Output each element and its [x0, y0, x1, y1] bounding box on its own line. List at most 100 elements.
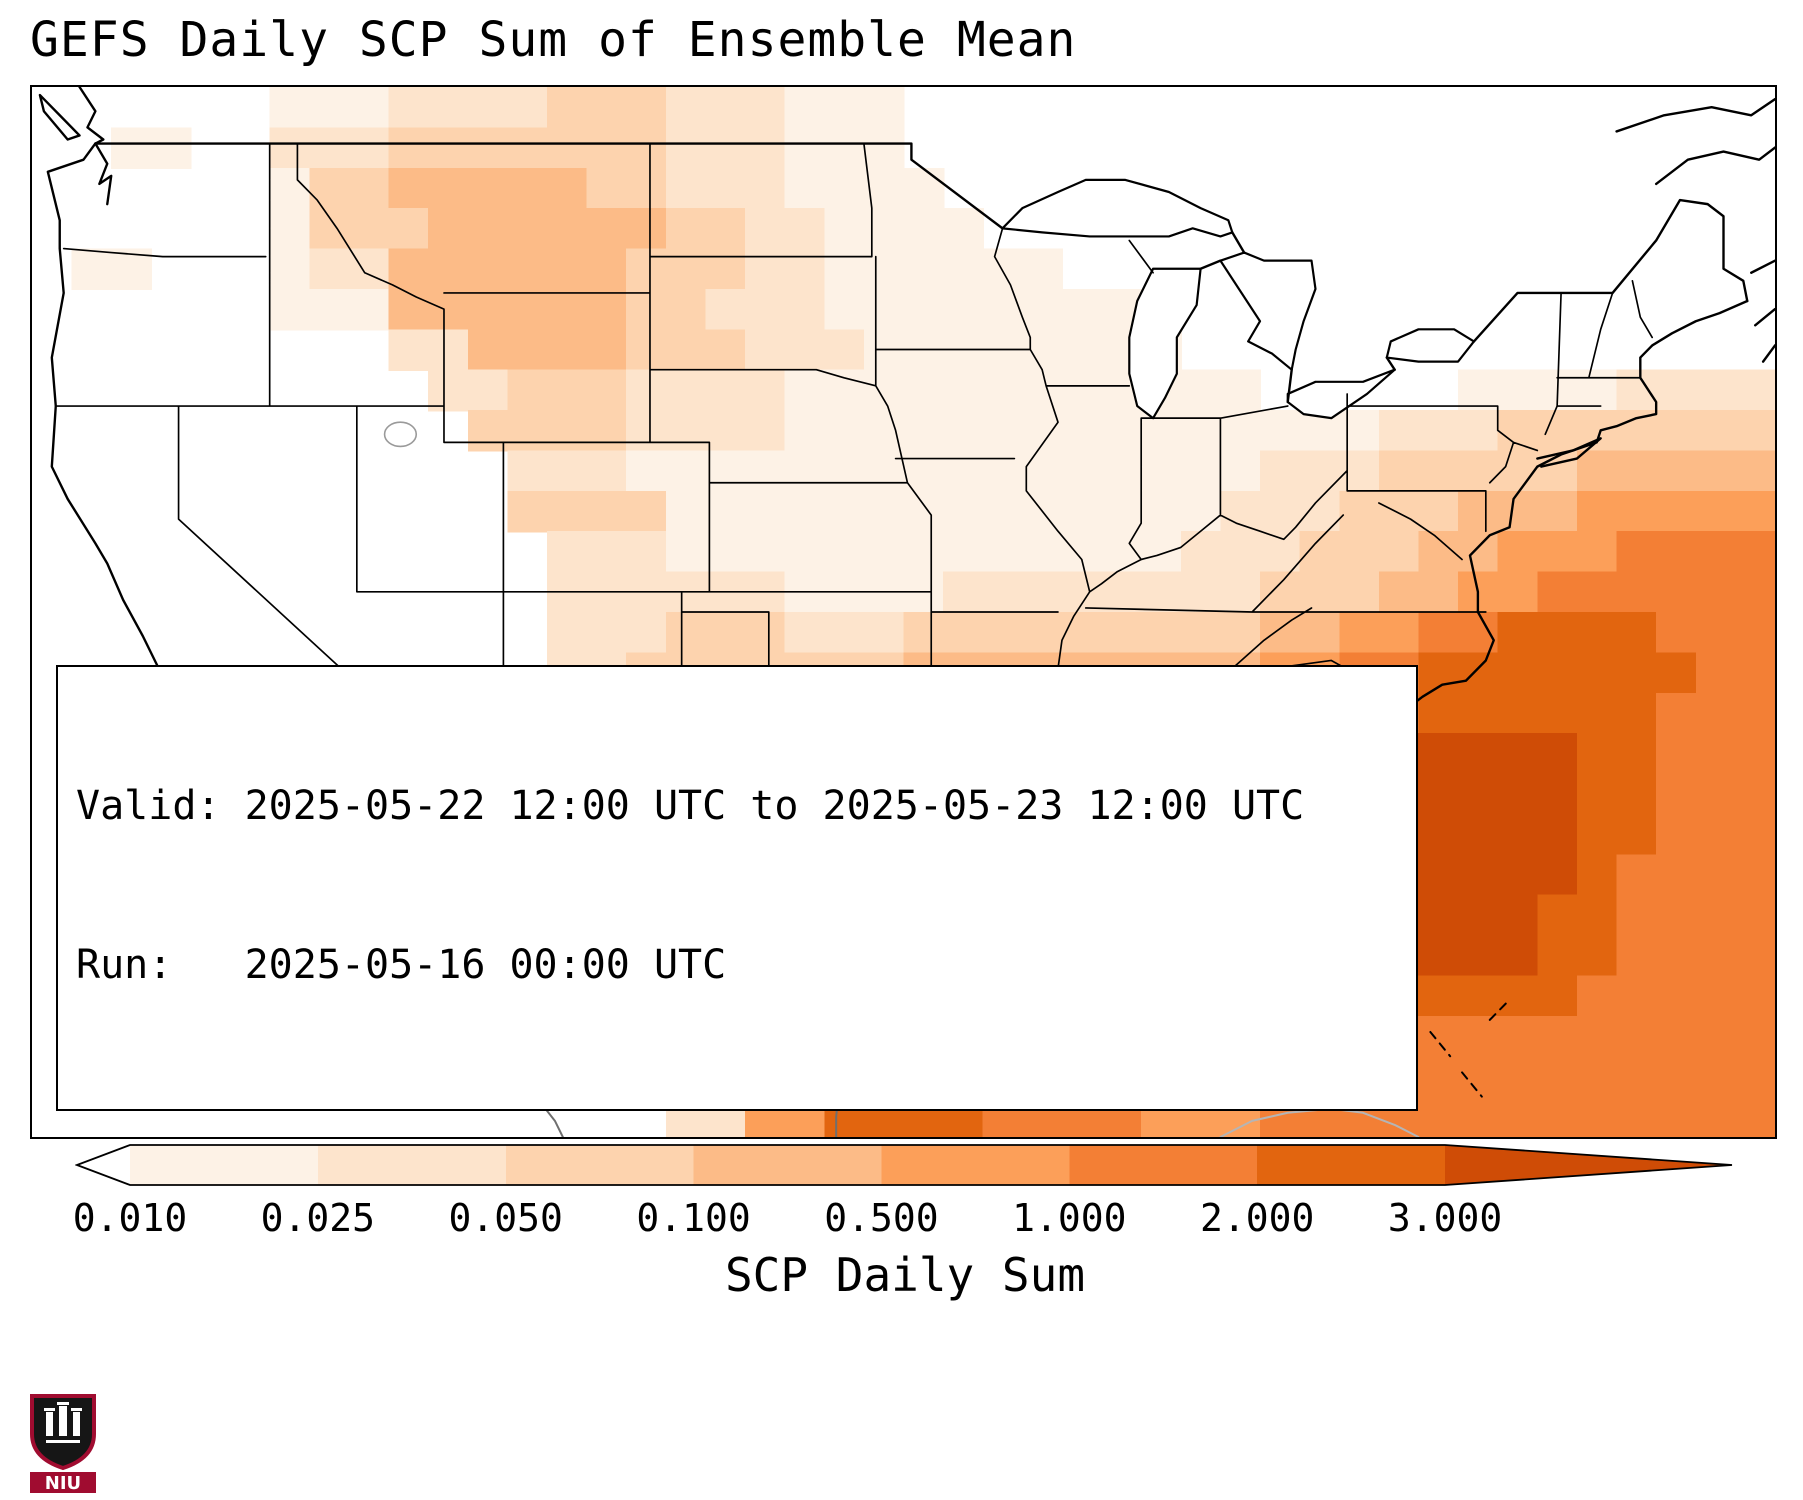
- heatmap-cell: [1576, 369, 1618, 412]
- heatmap-cell: [1616, 935, 1658, 977]
- heatmap-cell: [1537, 652, 1579, 694]
- heatmap-cell: [665, 127, 707, 169]
- heatmap-cell: [1537, 813, 1579, 856]
- heatmap-cell: [1299, 571, 1341, 614]
- heatmap-cell: [1497, 733, 1539, 775]
- colorbar-tick-label: 0.100: [636, 1196, 751, 1240]
- heatmap-cell: [1537, 1096, 1579, 1137]
- heatmap-cell: [745, 531, 786, 573]
- heatmap-cell: [1458, 975, 1499, 1018]
- colorbar-tick-label: 0.500: [824, 1196, 939, 1240]
- great-salt-lake: [383, 421, 418, 448]
- heatmap-cell: [784, 612, 826, 654]
- heatmap-cell: [348, 167, 390, 210]
- heatmap-cell: [1616, 1096, 1658, 1137]
- heatmap-cell: [1576, 854, 1618, 896]
- heatmap-cell: [982, 450, 1024, 493]
- heatmap-cell: [1497, 1056, 1539, 1098]
- heatmap-cell: [824, 369, 866, 412]
- heatmap-cell: [1576, 813, 1618, 856]
- long-island: [1536, 437, 1602, 468]
- heatmap-cell: [269, 208, 311, 250]
- heatmap-cell: [824, 248, 866, 291]
- heatmap-cell: [784, 167, 826, 210]
- heatmap-cell: [1576, 935, 1618, 977]
- castle-icon: [44, 1402, 82, 1443]
- colorbar-tick-label: 1.000: [1012, 1196, 1127, 1240]
- heatmap-cell: [428, 329, 469, 371]
- heatmap-cell: [705, 167, 747, 210]
- heatmap-cell: [1616, 975, 1658, 1018]
- heatmap-cell: [824, 288, 866, 331]
- heatmap-cell: [1576, 1015, 1618, 1058]
- heatmap-cell: [745, 329, 786, 371]
- page-title: GEFS Daily SCP Sum of Ensemble Mean: [30, 12, 1077, 68]
- heatmap-cell: [1576, 652, 1618, 694]
- heatmap-cell: [982, 531, 1024, 573]
- heatmap-cell: [71, 248, 113, 291]
- heatmap-cell: [269, 288, 311, 331]
- heatmap-cell: [1656, 531, 1697, 573]
- heatmap-cell: [863, 87, 905, 129]
- heatmap-cell: [665, 87, 707, 129]
- heatmap-cell: [269, 248, 311, 291]
- heatmap-cell: [507, 288, 549, 331]
- heatmap-cell: [1497, 773, 1539, 816]
- heatmap-cell: [665, 208, 707, 250]
- heatmap-cell: [1497, 935, 1539, 977]
- heatmap-cell: [745, 87, 786, 129]
- heatmap-cell: [1458, 733, 1499, 775]
- heatmap-cell: [507, 329, 549, 371]
- heatmap-cell: [1695, 733, 1737, 775]
- heatmap-cell: [1616, 571, 1658, 614]
- heatmap-cell: [943, 450, 984, 493]
- heatmap-cell: [1061, 329, 1103, 371]
- heatmap-cell: [626, 369, 668, 412]
- heatmap-cell: [388, 288, 430, 331]
- heatmap-cell: [388, 329, 430, 371]
- heatmap-cell: [467, 87, 509, 129]
- heatmap-cell: [1497, 975, 1539, 1018]
- heatmap-cell: [705, 248, 747, 291]
- heatmap-cell: [1616, 813, 1658, 856]
- heatmap-cell: [1695, 813, 1737, 856]
- heatmap-cell: [1735, 369, 1775, 412]
- heatmap-cell: [1418, 733, 1460, 775]
- british-columbia-coast: [38, 87, 113, 206]
- heatmap-cell: [1180, 490, 1222, 533]
- heatmap-cell: [1616, 490, 1658, 533]
- heatmap-cell: [1616, 1015, 1658, 1058]
- heatmap-cell: [1695, 773, 1737, 816]
- heatmap-cell: [1378, 450, 1420, 493]
- heatmap-cell: [824, 87, 866, 129]
- heatmap-cell: [1537, 490, 1579, 533]
- heatmap-cell: [309, 248, 351, 291]
- great-lakes: [1001, 178, 1476, 420]
- colorbar: [75, 1144, 1733, 1186]
- heatmap-cell: [1735, 571, 1775, 614]
- heatmap-cell: [586, 369, 628, 412]
- heatmap-cell: [1061, 288, 1103, 331]
- heatmap-cell: [1061, 612, 1103, 654]
- heatmap-cell: [1418, 894, 1460, 937]
- heatmap-cell: [507, 490, 549, 533]
- heatmap-cell: [824, 127, 866, 169]
- heatmap-cell: [665, 288, 707, 331]
- lake-huron: [1219, 251, 1317, 371]
- heatmap-cell: [665, 531, 707, 573]
- heatmap-cell: [784, 208, 826, 250]
- heatmap-cell: [1260, 450, 1301, 493]
- heatmap-cell: [428, 127, 469, 169]
- heatmap-cell: [863, 248, 905, 291]
- heatmap-cell: [1576, 490, 1618, 533]
- heatmap-cell: [1458, 531, 1499, 573]
- heatmap-cell: [586, 248, 628, 291]
- heatmap-cell: [348, 127, 390, 169]
- heatmap-cell: [1260, 571, 1301, 614]
- heatmap-cell: [1022, 369, 1064, 412]
- heatmap-cell: [943, 612, 984, 654]
- heatmap-cell: [863, 531, 905, 573]
- heatmap-cell: [1378, 612, 1420, 654]
- heatmap-cell: [903, 531, 945, 573]
- heatmap-cell: [903, 208, 945, 250]
